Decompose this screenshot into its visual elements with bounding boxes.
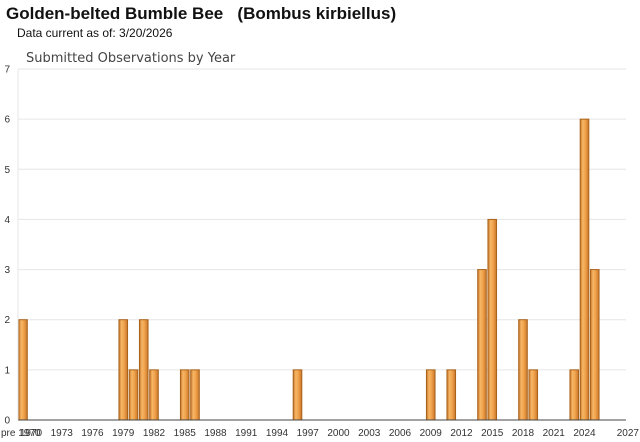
bar-2018	[518, 319, 528, 421]
x-tick-label: 2003	[358, 428, 381, 439]
chart-axes	[17, 69, 626, 421]
chart-title: Submitted Observations by Year	[26, 51, 236, 66]
x-tick-label: 2012	[450, 428, 473, 439]
y-tick-label: 6	[4, 115, 10, 126]
bar-1996	[292, 369, 303, 421]
x-tick-label: 1982	[143, 428, 166, 439]
data-current-note: Data current as of: 3/20/2026	[17, 26, 173, 40]
x-tick-label: 1988	[204, 428, 227, 439]
bar-1979	[118, 319, 129, 421]
x-tick-label: 1979	[112, 428, 135, 439]
x-tick-label: 2006	[389, 428, 412, 439]
bar-pre-1970	[18, 319, 28, 421]
y-tick-label: 4	[4, 215, 10, 226]
x-tick-label: pre 1970	[1, 428, 41, 439]
x-tick-label: 2009	[420, 428, 443, 439]
y-tick-label: 5	[4, 165, 10, 176]
page-title: Golden-belted Bumble Bee (Bombus kirbiel…	[6, 4, 397, 23]
bar-1986	[190, 369, 200, 421]
x-tick-label: 1973	[51, 428, 74, 439]
bar-2025	[589, 269, 600, 421]
y-tick-label: 3	[4, 265, 10, 276]
bar-2011	[446, 369, 457, 421]
chart-grid	[18, 68, 626, 371]
bar-1981	[138, 319, 149, 421]
bar-2019	[528, 369, 539, 421]
bar-2015	[487, 218, 498, 421]
bar-2009	[425, 369, 436, 421]
x-tick-label: 1976	[81, 428, 104, 439]
y-tick-label: 1	[4, 365, 10, 376]
x-tick-label: 2024	[573, 428, 596, 439]
x-tick-label: 2015	[481, 428, 504, 439]
y-tick-label: 7	[4, 65, 10, 76]
chart-bars	[18, 118, 600, 421]
y-axis-ticks: 0 1 2 3 4 5 6 7	[4, 65, 10, 427]
x-tick-label: 1991	[235, 428, 258, 439]
bar-1982	[149, 369, 159, 421]
bar-1985	[179, 369, 190, 421]
y-tick-label: 0	[4, 416, 10, 427]
x-tick-label: 1994	[266, 428, 289, 439]
x-tick-label: 1985	[174, 428, 197, 439]
x-tick-label: 1970	[20, 428, 43, 439]
x-tick-label: 2027	[617, 428, 640, 439]
x-tick-label: 2021	[543, 428, 566, 439]
bar-1980	[128, 369, 139, 421]
y-tick-label: 2	[4, 315, 10, 326]
x-tick-label: 1997	[297, 428, 320, 439]
x-tick-label: 2018	[512, 428, 535, 439]
bar-2014	[477, 269, 487, 421]
bar-2023	[569, 369, 580, 421]
bar-2024	[579, 118, 590, 421]
x-tick-label: 2000	[327, 428, 350, 439]
